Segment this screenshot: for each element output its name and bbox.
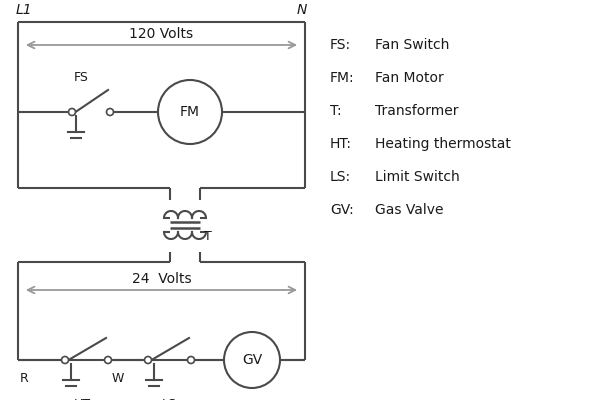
Circle shape [224, 332, 280, 388]
Circle shape [158, 80, 222, 144]
Text: FS: FS [74, 71, 89, 84]
Text: HT:: HT: [330, 137, 352, 151]
Text: Fan Motor: Fan Motor [375, 71, 444, 85]
Circle shape [61, 356, 68, 364]
Circle shape [107, 108, 113, 116]
Text: GV: GV [242, 353, 262, 367]
Circle shape [104, 356, 112, 364]
Text: LS:: LS: [330, 170, 351, 184]
Text: R: R [20, 372, 29, 385]
Text: LS: LS [162, 398, 177, 400]
Text: Heating thermostat: Heating thermostat [375, 137, 511, 151]
Text: L1: L1 [16, 3, 32, 17]
Text: FM:: FM: [330, 71, 355, 85]
Circle shape [188, 356, 195, 364]
Circle shape [145, 356, 152, 364]
Text: GV:: GV: [330, 203, 354, 217]
Text: Fan Switch: Fan Switch [375, 38, 450, 52]
Circle shape [68, 108, 76, 116]
Text: T: T [204, 230, 212, 244]
Text: N: N [297, 3, 307, 17]
Text: 120 Volts: 120 Volts [129, 27, 194, 41]
Text: Transformer: Transformer [375, 104, 458, 118]
Text: HT: HT [74, 398, 91, 400]
Text: 24  Volts: 24 Volts [132, 272, 191, 286]
Text: FS:: FS: [330, 38, 351, 52]
Text: Limit Switch: Limit Switch [375, 170, 460, 184]
Text: Gas Valve: Gas Valve [375, 203, 444, 217]
Text: T:: T: [330, 104, 342, 118]
Text: W: W [112, 372, 124, 385]
Text: FM: FM [180, 105, 200, 119]
